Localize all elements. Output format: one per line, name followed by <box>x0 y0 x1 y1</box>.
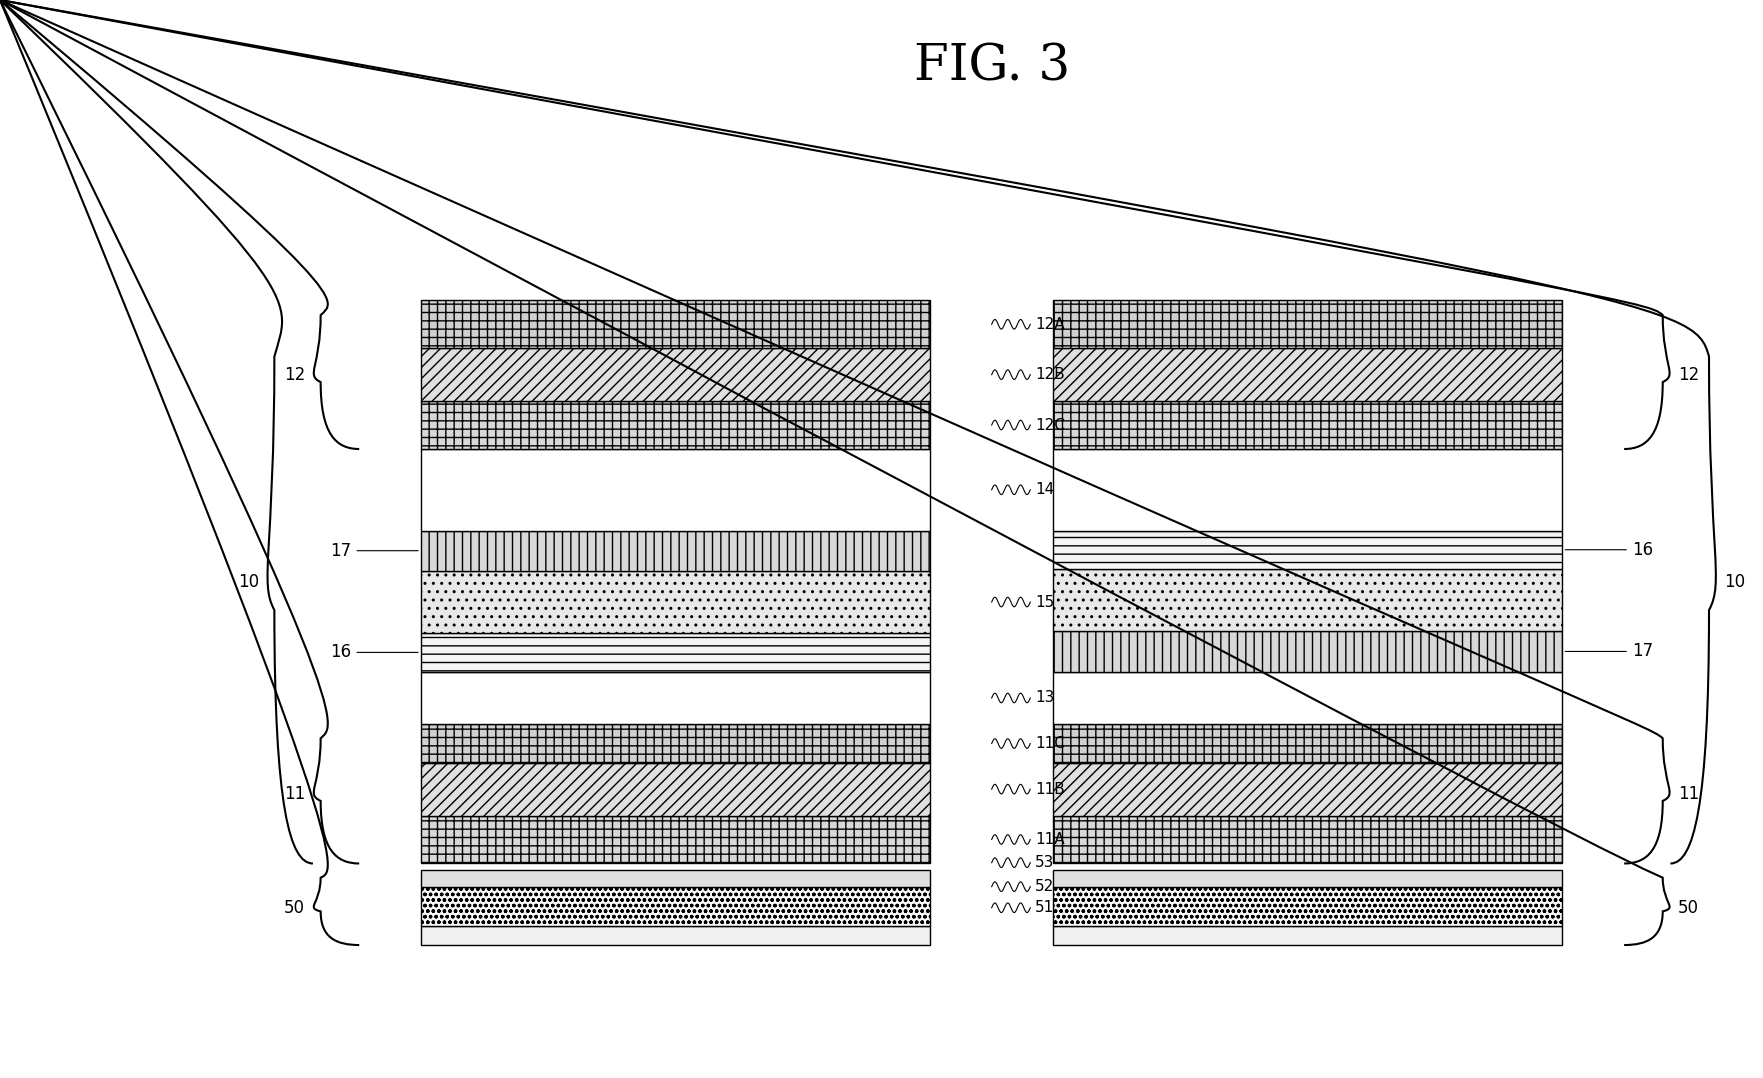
Bar <box>1054 815 1562 863</box>
Text: 17: 17 <box>1566 642 1654 661</box>
Text: 50: 50 <box>1678 899 1700 916</box>
Text: 14: 14 <box>1035 482 1054 497</box>
Bar <box>421 450 931 530</box>
Text: 11: 11 <box>284 785 305 803</box>
Bar <box>421 926 931 945</box>
Text: 10: 10 <box>238 572 259 591</box>
Text: 50: 50 <box>284 899 305 916</box>
Text: 16: 16 <box>330 644 418 662</box>
Text: 11B: 11B <box>1035 782 1065 797</box>
Bar <box>1054 301 1562 348</box>
Text: 51: 51 <box>1035 900 1054 915</box>
Text: 17: 17 <box>330 542 418 559</box>
Text: 11C: 11C <box>1035 736 1065 751</box>
Text: 12B: 12B <box>1035 368 1065 383</box>
Bar <box>421 870 931 887</box>
Text: 15: 15 <box>1035 595 1054 609</box>
Text: 12C: 12C <box>1035 417 1065 432</box>
Text: 10: 10 <box>1724 572 1745 591</box>
Text: 13: 13 <box>1035 691 1054 705</box>
Bar <box>1054 763 1562 815</box>
Bar <box>1054 530 1562 569</box>
Text: 52: 52 <box>1035 880 1054 894</box>
Bar <box>1054 887 1562 926</box>
Bar <box>1054 450 1562 530</box>
Bar <box>1054 926 1562 945</box>
Bar <box>421 815 931 863</box>
Text: 12: 12 <box>284 365 305 384</box>
Text: 53: 53 <box>1035 855 1054 870</box>
Bar <box>1054 569 1562 632</box>
Text: 12A: 12A <box>1035 317 1065 332</box>
Bar <box>421 401 931 450</box>
Bar <box>421 633 931 672</box>
Bar <box>421 348 931 401</box>
Bar <box>421 530 931 571</box>
Bar <box>421 672 931 724</box>
Text: FIG. 3: FIG. 3 <box>913 42 1070 92</box>
Text: 16: 16 <box>1566 541 1654 558</box>
Bar <box>421 724 931 763</box>
Bar <box>1054 348 1562 401</box>
Text: 11: 11 <box>1678 785 1700 803</box>
Bar <box>1054 632 1562 672</box>
Bar <box>421 887 931 926</box>
Text: 12: 12 <box>1678 365 1700 384</box>
Bar <box>1054 672 1562 724</box>
Bar <box>421 571 931 633</box>
Bar <box>1054 870 1562 887</box>
Bar <box>1054 724 1562 763</box>
Bar <box>1054 401 1562 450</box>
Text: 11A: 11A <box>1035 832 1065 847</box>
Bar <box>421 301 931 348</box>
Bar <box>421 763 931 815</box>
